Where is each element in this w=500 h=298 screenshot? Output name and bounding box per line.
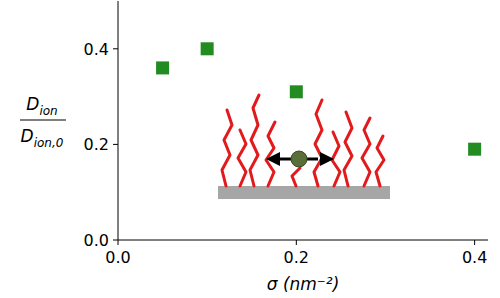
polymer-chain	[222, 110, 232, 186]
point	[290, 85, 303, 98]
polymer-chain	[250, 95, 259, 186]
y-label-sub: ion	[39, 104, 57, 118]
inset-schematic	[218, 95, 390, 199]
y-tick-label: 0.4	[84, 40, 109, 59]
x-axis	[118, 240, 488, 241]
y-tick-label: 0.0	[84, 231, 109, 250]
y-tick	[113, 48, 118, 49]
y-label-main: D	[21, 126, 34, 146]
x-tick	[474, 240, 475, 245]
point	[468, 143, 481, 156]
y-tick-label: 0.2	[84, 135, 109, 154]
x-tick-label: 0.2	[284, 248, 309, 267]
y-axis-label-part: Dion,0	[21, 126, 64, 150]
ion	[291, 151, 307, 167]
x-tick-label: 0.0	[105, 248, 130, 267]
polymer-chain	[238, 130, 246, 186]
x-tick-label: 0.4	[462, 248, 487, 267]
polymer-chain	[344, 112, 352, 186]
x-tick	[118, 240, 119, 245]
polymer-chain	[292, 168, 300, 186]
y-label-main: D	[26, 94, 39, 114]
point	[156, 61, 169, 74]
y-tick	[113, 144, 118, 145]
arrow-head	[266, 152, 280, 166]
point	[201, 42, 214, 55]
y-label-sub: ion,0	[34, 136, 64, 150]
polymer-chain	[376, 136, 384, 186]
polymer-chain	[266, 122, 275, 186]
y-axis	[118, 1, 119, 240]
chart: 0.00.20.40.00.20.4σ (nm⁻²)DionDion,0	[0, 0, 500, 298]
fraction-bar	[20, 119, 66, 120]
substrate	[218, 186, 390, 199]
arrow-head	[320, 152, 334, 166]
x-axis-label: σ (nm⁻²)	[267, 274, 340, 294]
x-tick	[296, 240, 297, 245]
polymer-chain	[362, 118, 370, 186]
y-tick	[113, 240, 118, 241]
y-axis-label-part: Dion	[26, 94, 57, 118]
points	[156, 42, 481, 155]
polymer-chain	[314, 100, 322, 186]
